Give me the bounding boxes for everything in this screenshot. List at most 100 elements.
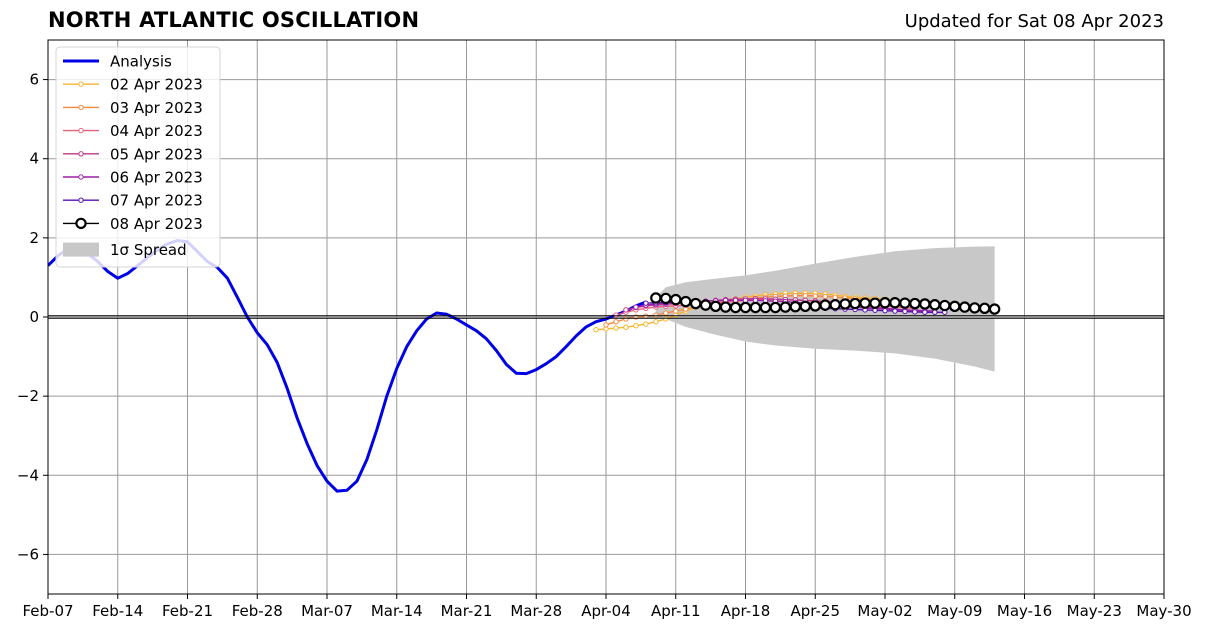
x-tick-label: Apr-18 — [721, 602, 771, 620]
series-point-7 — [899, 297, 911, 309]
series-point-1 — [613, 325, 619, 331]
series-point-7 — [749, 301, 762, 314]
series-point-7 — [719, 301, 732, 313]
x-tick-label: Feb-14 — [92, 602, 143, 620]
series-point-7 — [939, 299, 951, 312]
series-point-2 — [653, 312, 659, 318]
series-point-7 — [889, 297, 901, 309]
series-point-7 — [799, 300, 811, 313]
series-point-7 — [879, 297, 891, 309]
series-point-2 — [792, 292, 799, 299]
x-tick-label: Mar-14 — [371, 602, 423, 620]
series-point-7 — [670, 293, 682, 306]
plot-frame — [47, 39, 1165, 595]
legend-label-0: Analysis — [110, 53, 172, 71]
series-point-1 — [623, 324, 629, 330]
series-point-1 — [653, 319, 659, 325]
series-point-6 — [912, 309, 918, 315]
series-point-7 — [919, 298, 931, 310]
series-point-7 — [689, 297, 702, 310]
legend: Analysis 02 Apr 2023 03 Apr 2023 04 Apr 202… — [55, 46, 221, 268]
series-point-7 — [809, 300, 821, 312]
legend-marker-6 — [78, 197, 84, 203]
series-point-7 — [769, 301, 782, 314]
legend-label-5: 06 Apr 2023 — [110, 169, 203, 187]
x-tick-label: Feb-21 — [162, 602, 213, 620]
series-point-6 — [902, 308, 908, 315]
series-point-7 — [660, 292, 672, 305]
x-tick-label: Apr-04 — [581, 602, 631, 620]
x-tick-label: Feb-07 — [22, 602, 73, 620]
series-point-2 — [812, 293, 818, 299]
series-point-7 — [699, 299, 712, 311]
series-point-7 — [789, 301, 802, 313]
legend-label-4: 05 Apr 2023 — [110, 145, 203, 163]
series-point-7 — [968, 302, 981, 314]
axes: Feb-07 Feb-14 Feb-21 Feb-28 Mar-07 Mar-14 Mar-… — [17, 39, 1192, 620]
series-point-7 — [829, 299, 841, 311]
series-point-7 — [869, 297, 881, 309]
y-tick-label: 6 — [29, 71, 39, 89]
series-point-7 — [949, 300, 961, 313]
legend-box — [55, 46, 221, 268]
series-point-2 — [623, 316, 629, 322]
series-point-7 — [729, 301, 742, 314]
series-point-2 — [613, 319, 619, 325]
series-point-7 — [909, 297, 921, 310]
series-point-1 — [643, 321, 649, 327]
x-tick-label: May-23 — [1067, 602, 1122, 620]
legend-swatch-spread — [63, 242, 99, 257]
series-point-6 — [882, 307, 888, 314]
legend-label-1: 02 Apr 2023 — [110, 76, 203, 94]
legend-label-6: 07 Apr 2023 — [110, 192, 203, 210]
x-tick-label: Apr-11 — [651, 602, 701, 620]
series-point-7 — [978, 302, 991, 314]
y-tick-label: −6 — [17, 545, 39, 563]
legend-label-3: 04 Apr 2023 — [110, 122, 203, 140]
series-point-6 — [643, 300, 649, 306]
series-point-1 — [593, 326, 599, 333]
legend-label-2: 03 Apr 2023 — [110, 99, 203, 117]
series-point-2 — [673, 308, 679, 314]
series-point-7 — [959, 301, 971, 313]
y-tick-label: 4 — [29, 150, 39, 168]
legend-label-spread: 1σ Spread — [110, 241, 187, 259]
legend-marker-2 — [78, 104, 84, 111]
series-point-2 — [663, 310, 669, 316]
series-point-2 — [603, 322, 609, 328]
x-tick-label: Mar-21 — [441, 602, 493, 620]
chart-title: NORTH ATLANTIC OSCILLATION — [48, 8, 420, 32]
legend-label-7: 08 Apr 2023 — [110, 215, 203, 233]
y-tick-label: 2 — [29, 229, 39, 247]
series-point-7 — [819, 299, 831, 311]
series-point-4 — [623, 307, 629, 313]
y-tick-label: −4 — [17, 466, 39, 484]
legend-marker-3 — [78, 127, 84, 134]
x-tick-label: Feb-28 — [232, 602, 283, 620]
legend-marker-7 — [75, 217, 87, 230]
series-point-6 — [922, 309, 928, 315]
series-line-0 — [48, 239, 647, 493]
x-tick-label: May-09 — [927, 602, 982, 620]
series-point-5 — [633, 304, 639, 310]
x-tick-label: Mar-07 — [301, 602, 353, 620]
series-point-3 — [613, 312, 619, 318]
series-point-2 — [802, 292, 808, 299]
series-point-7 — [650, 292, 662, 304]
series-point-7 — [859, 297, 871, 309]
y-tick-label: 0 — [29, 308, 39, 326]
legend-marker-5 — [78, 174, 84, 180]
x-tick-label: Mar-28 — [510, 602, 562, 620]
y-tick-label: −2 — [17, 387, 39, 405]
series-point-7 — [779, 301, 792, 313]
series-point-7 — [839, 298, 851, 310]
chart-subtitle: Updated for Sat 08 Apr 2023 — [904, 11, 1164, 32]
series-point-7 — [709, 300, 722, 313]
x-tick-label: Apr-25 — [791, 602, 841, 620]
series-point-6 — [932, 309, 938, 315]
legend-marker-1 — [78, 81, 84, 87]
x-tick-label: May-02 — [857, 602, 912, 620]
series-point-7 — [739, 301, 752, 314]
series-point-2 — [832, 294, 838, 300]
